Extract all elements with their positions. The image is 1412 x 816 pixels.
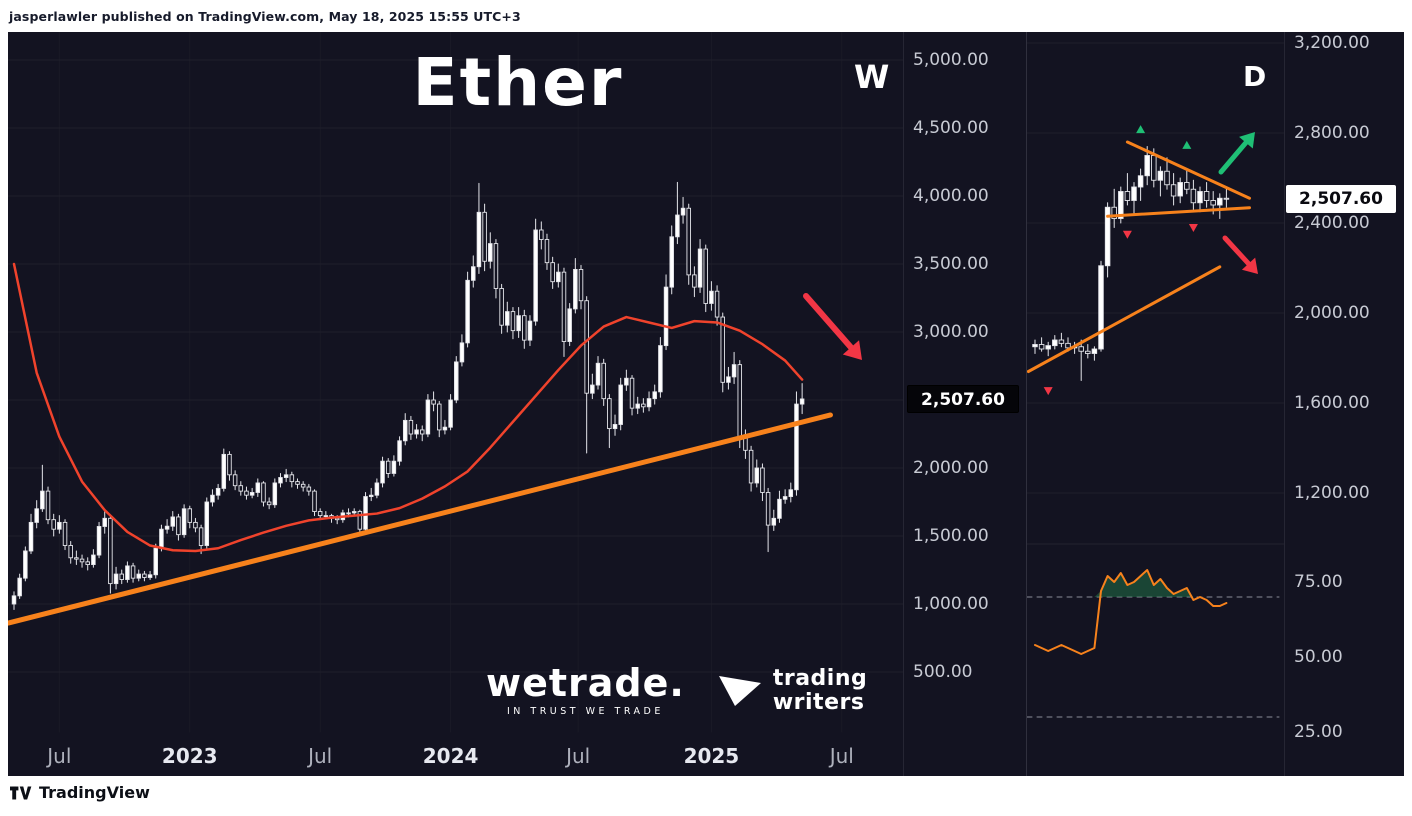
trading-writers-line1: trading (772, 666, 868, 692)
price-tick-label: 1,500.00 (913, 526, 989, 546)
trading-writers-icon (718, 675, 761, 706)
weekly-timeframe-badge: W (854, 58, 890, 96)
price-tick-label: 4,000.00 (913, 186, 989, 206)
tradingview-logo-icon[interactable] (10, 784, 32, 802)
wetrade-wordmark: wetrade. (486, 661, 685, 705)
price-tick-label: 25.00 (1294, 722, 1343, 742)
price-tick-label: 1,600.00 (1294, 393, 1370, 413)
watermark: wetrade. IN TRUST WE TRADE trading write… (486, 664, 867, 717)
attribution-text: jasperlawler published on TradingView.co… (9, 8, 521, 24)
trading-writers-logo: trading writers (718, 667, 867, 714)
wetrade-tagline: IN TRUST WE TRADE (506, 706, 664, 717)
price-tick-label: 4,500.00 (913, 118, 989, 138)
price-tick-label: 5,000.00 (913, 50, 989, 70)
footer-bar: TradingView (10, 783, 150, 802)
time-tick-label: 2023 (161, 744, 218, 768)
time-tick-label: 2024 (422, 744, 479, 768)
daily-chart-pane[interactable]: D (1026, 32, 1285, 776)
attribution-bar: jasperlawler published on TradingView.co… (0, 0, 1412, 32)
price-tick-label: 500.00 (913, 662, 973, 682)
price-tick-label: 2,000.00 (1294, 303, 1370, 323)
trading-writers-wordmark: trading writers (773, 667, 867, 713)
time-tick-label: Jul (829, 744, 854, 768)
time-tick-label: 2025 (683, 744, 740, 768)
time-tick-label: Jul (47, 744, 72, 768)
price-tick-label: 2,400.00 (1294, 213, 1370, 233)
weekly-price-axis[interactable]: 2,507.60 5,000.00 4,500.00 4,000.00 3,500.0… (903, 32, 1026, 776)
daily-candlestick-plot[interactable] (1027, 32, 1285, 776)
price-tick-label: 2,800.00 (1294, 123, 1370, 143)
daily-last-price-label: 2,507.60 (1286, 184, 1396, 213)
tradingview-logo-text[interactable]: TradingView (39, 783, 150, 802)
price-tick-label: 2,000.00 (913, 458, 989, 478)
weekly-chart-pane[interactable]: Ether W Jul 2023 Jul 2024 Jul 2025 Jul wetrade… (8, 32, 903, 776)
weekly-last-price-label: 2,507.60 (907, 384, 1019, 413)
chart-board: Ether W Jul 2023 Jul 2024 Jul 2025 Jul wetrade… (8, 32, 1404, 776)
weekly-candlestick-plot[interactable] (8, 32, 903, 776)
price-tick-label: 1,000.00 (913, 594, 989, 614)
daily-timeframe-badge: D (1243, 60, 1267, 93)
price-tick-label: 3,500.00 (913, 254, 989, 274)
time-tick-label: Jul (308, 744, 333, 768)
price-tick-label: 3,000.00 (913, 322, 989, 342)
trading-writers-line2: writers (772, 689, 865, 715)
time-tick-label: Jul (566, 744, 591, 768)
wetrade-logo: wetrade. IN TRUST WE TRADE (486, 664, 685, 717)
price-tick-label: 75.00 (1294, 572, 1343, 592)
daily-price-axis[interactable]: 2,507.60 3,200.00 2,800.00 2,400.00 2,000.0… (1284, 32, 1404, 776)
price-tick-label: 1,200.00 (1294, 483, 1370, 503)
price-tick-label: 3,200.00 (1294, 33, 1370, 53)
price-tick-label: 50.00 (1294, 647, 1343, 667)
chart-title: Ether (412, 44, 624, 121)
weekly-time-axis[interactable]: Jul 2023 Jul 2024 Jul 2025 Jul (8, 732, 903, 776)
